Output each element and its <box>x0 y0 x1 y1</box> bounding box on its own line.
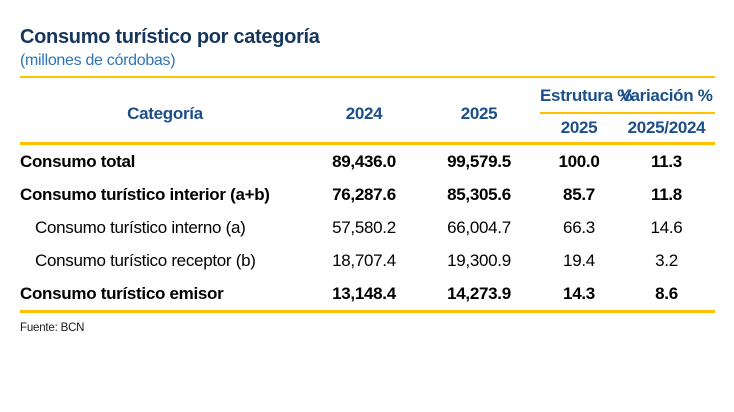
table-header: Categoría 2024 2025 Estrutura % Variació… <box>20 86 715 145</box>
value-2025: 99,579.5 <box>447 151 511 171</box>
value-2024: 13,148.4 <box>310 277 418 313</box>
value-variacion: 3.2 <box>655 250 678 270</box>
value-2025: 14,273.9 <box>418 277 540 313</box>
value-variacion: 8.6 <box>618 277 715 313</box>
column-header-2024: 2024 <box>310 86 418 145</box>
row-label: Consumo turístico receptor (b) <box>35 250 256 270</box>
row-label: Consumo turístico interior (a+b) <box>20 184 270 204</box>
value-estructura: 19.4 <box>563 250 595 270</box>
page-subtitle: (millones de córdobas) <box>20 52 715 78</box>
value-2025: 19,300.9 <box>447 250 511 270</box>
page-title: Consumo turístico por categoría <box>20 26 320 48</box>
value-2025: 66,004.7 <box>447 217 511 237</box>
row-label: Consumo turístico emisor <box>20 277 310 313</box>
table-row-consumo-interno: Consumo turístico interno (a) 57,580.2 6… <box>20 211 715 244</box>
table-row-consumo-interior: Consumo turístico interior (a+b) 76,287.… <box>20 178 715 211</box>
column-header-category: Categoría <box>20 86 310 145</box>
value-2024: 76,287.6 <box>332 184 396 204</box>
column-header-2025: 2025 <box>418 86 540 145</box>
column-header-variacion-group: Variación % <box>618 86 715 114</box>
tourism-consumption-table: Categoría 2024 2025 Estrutura % Variació… <box>20 86 715 313</box>
column-header-estructura-group: Estrutura % <box>540 86 632 114</box>
value-estructura: 100.0 <box>558 151 600 171</box>
table-row-consumo-total: Consumo total 89,436.0 99,579.5 100.0 11… <box>20 144 715 179</box>
source-note: Fuente: BCN <box>20 322 85 334</box>
table-row-consumo-emisor: Consumo turístico emisor 13,148.4 14,273… <box>20 277 715 313</box>
row-label: Consumo total <box>20 151 136 171</box>
value-2025: 85,305.6 <box>447 184 511 204</box>
value-2024: 18,707.4 <box>332 250 396 270</box>
table-row-consumo-receptor: Consumo turístico receptor (b) 18,707.4 … <box>20 244 715 277</box>
column-subheader-estructura-2025: 2025 <box>540 113 618 145</box>
value-variacion: 11.8 <box>651 184 682 204</box>
value-estructura: 85.7 <box>563 184 595 204</box>
value-variacion: 11.3 <box>651 151 682 171</box>
value-2024: 57,580.2 <box>332 217 396 237</box>
value-estructura: 14.3 <box>540 277 618 313</box>
column-subheader-variacion-2025-2024: 2025/2024 <box>618 113 715 145</box>
row-label: Consumo turístico interno (a) <box>35 217 246 237</box>
value-estructura: 66.3 <box>563 217 595 237</box>
value-variacion: 14.6 <box>650 217 683 237</box>
value-2024: 89,436.0 <box>332 151 396 171</box>
